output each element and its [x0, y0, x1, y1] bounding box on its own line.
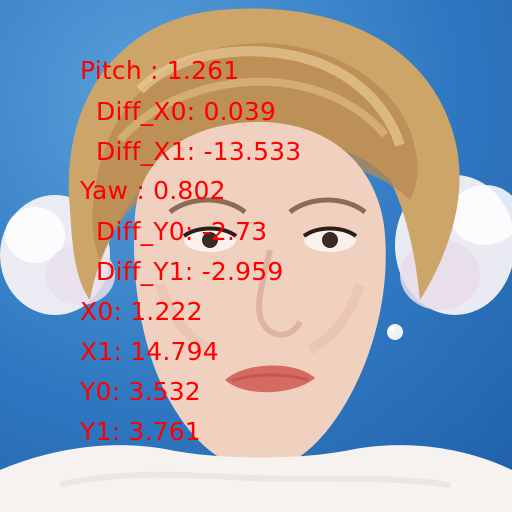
earring: [387, 324, 403, 340]
nose: [256, 249, 303, 338]
eyes: [168, 197, 367, 252]
lips: [225, 365, 315, 393]
